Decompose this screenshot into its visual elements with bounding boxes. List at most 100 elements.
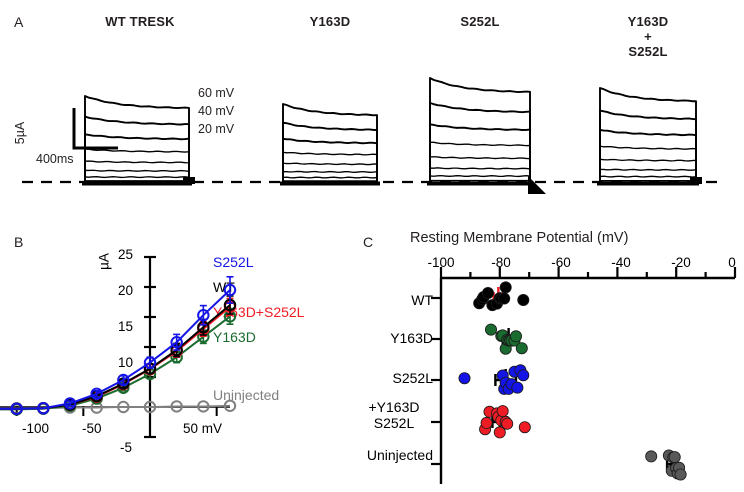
panel-c-scatter-groups (458, 281, 687, 481)
panel-c-data-point (511, 381, 524, 394)
trace-title-y163d: Y163D (309, 14, 351, 29)
panel-b-letter: B (14, 234, 24, 250)
current-trace-step (282, 151, 378, 182)
iv-data-point (223, 399, 237, 413)
trace-title-double: Y163D + S252L (627, 14, 669, 59)
current-trace-step (599, 128, 697, 182)
current-trace-step (599, 158, 697, 182)
panel-b-xtick-minus100: -100 (22, 421, 50, 436)
panel-c-data-point (498, 292, 511, 305)
iv-data-point (143, 356, 157, 369)
panel-c-xtick-0: 0 (728, 255, 736, 270)
panel-b-series (0, 275, 237, 416)
panel-c-data-point (458, 372, 471, 385)
current-trace-step (282, 162, 378, 182)
step-label-20mv: 20 mV (198, 122, 235, 136)
panel-c: C Resting Membrane Potential (mV) -100 -… (355, 222, 744, 492)
iv-data-point (170, 336, 183, 349)
panel-c-data-point (499, 281, 512, 294)
panel-b-ytick-minus5: -5 (120, 440, 133, 455)
iv-data-point (63, 397, 77, 410)
current-trace-step (282, 137, 378, 182)
panel-a-letter: A (14, 14, 24, 30)
scale-bar-label-time: 400ms (36, 152, 74, 166)
current-trace-step (599, 175, 697, 182)
current-trace-step (429, 77, 531, 182)
current-trace-step (599, 87, 697, 182)
tail-current-artifact (183, 177, 195, 184)
current-trace-step (84, 148, 190, 182)
iv-data-point (90, 387, 103, 401)
current-trace-step (429, 141, 531, 182)
panel-c-data-point (496, 405, 509, 418)
current-trace-step (282, 180, 378, 182)
panel-c-data-point (668, 451, 681, 464)
trace-title-wt: WT TRESK (105, 14, 175, 29)
panel-c-data-point (645, 450, 658, 463)
current-trace-step (282, 121, 378, 182)
panel-c-category-wt: WT (411, 292, 433, 308)
panel-c-data-point (517, 369, 530, 382)
panel-c-xtick-minus100: -100 (427, 255, 455, 270)
current-trace-step (599, 168, 697, 182)
current-trace-step (429, 179, 531, 182)
current-trace-step (84, 95, 190, 182)
panel-c-xtick-minus60: -60 (551, 255, 571, 270)
panel-c-data-point (674, 468, 687, 481)
panel-c-data-point (509, 330, 522, 343)
iv-series-line-s252l (0, 289, 231, 410)
panel-c-plot-svg (431, 267, 737, 484)
panel-c-category-double: +Y163D S252L (368, 399, 420, 431)
step-label-60mv: 60 mV (198, 86, 235, 100)
panel-c-xtick-minus20: -20 (671, 255, 691, 270)
tail-current-artifact (528, 176, 546, 194)
panel-c-axes (431, 267, 737, 484)
panel-b-axes (0, 255, 230, 439)
current-trace-step (84, 160, 190, 182)
current-trace-step (429, 167, 531, 182)
current-trace-step (429, 123, 531, 182)
step-label-40mv: 40 mV (198, 104, 235, 118)
iv-series-line-y163d (0, 315, 231, 411)
current-trace-step (429, 174, 531, 182)
current-trace-step (599, 109, 697, 182)
current-trace-step (282, 103, 378, 182)
iv-data-point (170, 400, 183, 413)
current-trace-step (84, 169, 190, 182)
panel-c-data-point (493, 426, 506, 439)
iv-data-point (10, 402, 23, 416)
current-trace-step (84, 176, 190, 182)
panel-c-xtick-minus80: -80 (491, 255, 511, 270)
tail-current-artifact (690, 177, 702, 184)
panel-c-data-point (518, 421, 531, 434)
panel-c-xtick-minus40: -40 (611, 255, 631, 270)
panel-c-category-s252l: S252L (392, 370, 433, 386)
panel-b: B µA 25 20 15 10 -5 -100 -50 50 mV S252L… (0, 222, 362, 492)
legend-item-s252l: S252L (213, 254, 254, 270)
panel-b-ytick-15: 15 (118, 319, 134, 334)
current-trace-step (84, 133, 190, 182)
legend-item-uninjected: Uninjected (213, 387, 280, 403)
current-trace-step (282, 170, 378, 182)
iv-series-line-wt (0, 304, 231, 410)
panel-b-ytick-25: 25 (118, 247, 134, 262)
current-trace-step (429, 156, 531, 182)
panel-c-title: Resting Membrane Potential (mV) (410, 230, 629, 246)
panel-b-plot-svg (0, 255, 237, 439)
iv-data-point (37, 402, 50, 415)
panel-c-data-point (501, 417, 514, 430)
current-trace-step (84, 115, 190, 182)
iv-data-point (223, 283, 237, 297)
panel-b-xtick-minus50: -50 (82, 421, 102, 436)
iv-data-point (117, 400, 130, 414)
panel-c-data-point (517, 294, 530, 307)
panel-c-letter: C (363, 234, 374, 250)
panel-c-data-point (482, 287, 495, 300)
current-trace-step (599, 145, 697, 182)
panel-a: A WT TRESK Y163D S252L Y163D + S252L 60 … (0, 0, 744, 220)
panel-b-xtick-50mv: 50 mV (183, 421, 223, 436)
trace-title-s252l: S252L (460, 14, 500, 29)
panel-a-traces-svg (22, 77, 722, 194)
panel-c-category-uninjected: Uninjected (366, 447, 433, 463)
